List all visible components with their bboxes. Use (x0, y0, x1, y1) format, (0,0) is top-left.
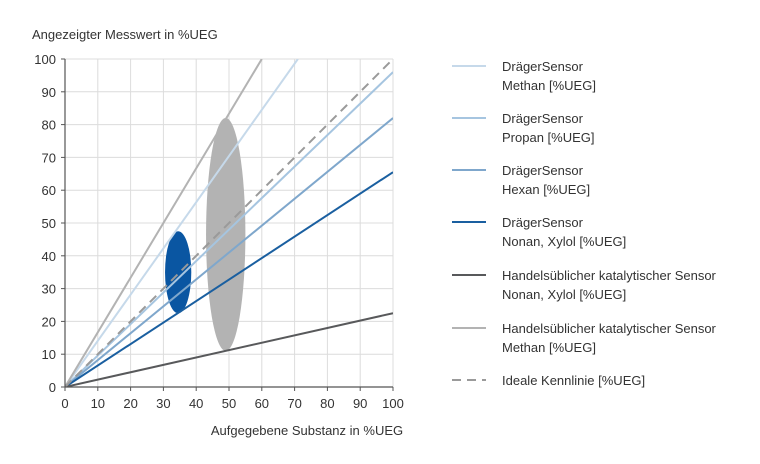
x-tick-label: 10 (91, 396, 105, 411)
x-tick-label: 0 (61, 396, 68, 411)
series-line-5 (65, 312, 393, 387)
legend-label: Ideale Kennlinie [%UEG] (502, 373, 645, 388)
legend-label: Hexan [%UEG] (502, 182, 590, 197)
ellipse-spread-draeger (165, 231, 192, 314)
y-tick-label: 90 (42, 85, 56, 100)
legend-label: DrägerSensor (502, 215, 584, 230)
legend: DrägerSensor Methan [%UEG] DrägerSensor Pro… (452, 59, 717, 388)
y-tick-label: 100 (34, 52, 56, 67)
x-tick-label: 40 (189, 396, 203, 411)
y-tick-labels: 0 10 20 30 40 50 60 70 80 90 100 (34, 52, 65, 395)
legend-label: Nonan, Xylol [%UEG] (502, 234, 626, 249)
y-tick-label: 40 (42, 249, 56, 264)
x-tick-label: 100 (382, 396, 404, 411)
legend-label: Handelsüblicher katalytischer Sensor (502, 268, 717, 283)
y-tick-label: 10 (42, 347, 56, 362)
x-tick-label: 30 (156, 396, 170, 411)
x-tick-label: 70 (287, 396, 301, 411)
legend-entry-4: DrägerSensor Nonan, Xylol [%UEG] (452, 215, 626, 249)
legend-entry-7: Ideale Kennlinie [%UEG] (452, 373, 645, 388)
y-tick-label: 80 (42, 118, 56, 133)
y-axis-title: Angezeigter Messwert in %UEG (32, 27, 218, 42)
legend-label: Handelsüblicher katalytischer Sensor (502, 321, 717, 336)
legend-label: Nonan, Xylol [%UEG] (502, 287, 626, 302)
x-tick-label: 90 (353, 396, 367, 411)
legend-entry-1: DrägerSensor Methan [%UEG] (452, 59, 596, 93)
series-line-1 (65, 59, 299, 387)
spread-ellipses (165, 118, 246, 351)
x-tick-label: 20 (123, 396, 137, 411)
x-tick-labels: 0 10 20 30 40 50 60 70 80 90 100 (61, 387, 404, 411)
series-line-2 (65, 71, 393, 387)
legend-entry-5: Handelsüblicher katalytischer Sensor Nona… (452, 268, 717, 302)
series-line-6 (65, 59, 263, 387)
y-tick-label: 30 (42, 282, 56, 297)
x-tick-label: 50 (222, 396, 236, 411)
x-axis-title: Aufgegebene Substanz in %UEG (211, 423, 403, 438)
legend-label: DrägerSensor (502, 59, 584, 74)
y-tick-label: 70 (42, 150, 56, 165)
y-tick-label: 60 (42, 183, 56, 198)
y-tick-label: 50 (42, 216, 56, 231)
y-tick-label: 0 (49, 380, 56, 395)
series-line-3 (65, 117, 393, 387)
y-tick-label: 20 (42, 314, 56, 329)
legend-label: Propan [%UEG] (502, 130, 595, 145)
x-tick-label: 80 (320, 396, 334, 411)
series-line-4 (65, 171, 393, 387)
legend-entry-2: DrägerSensor Propan [%UEG] (452, 111, 595, 145)
legend-label: DrägerSensor (502, 163, 584, 178)
legend-label: DrägerSensor (502, 111, 584, 126)
series-line-7 (65, 59, 393, 387)
legend-label: Methan [%UEG] (502, 78, 596, 93)
legend-label: Methan [%UEG] (502, 340, 596, 355)
x-tick-label: 60 (255, 396, 269, 411)
ellipse-spread-catalytic (206, 118, 246, 351)
legend-entry-6: Handelsüblicher katalytischer Sensor Meth… (452, 321, 717, 355)
series-lines (65, 59, 393, 387)
legend-entry-3: DrägerSensor Hexan [%UEG] (452, 163, 590, 197)
